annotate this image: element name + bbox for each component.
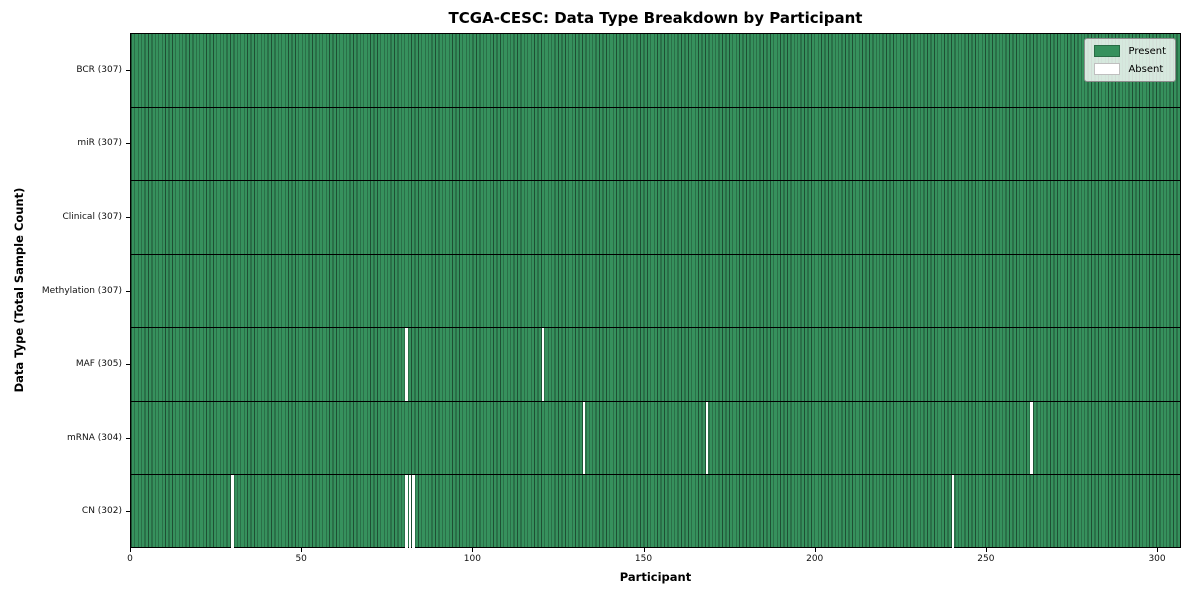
legend-swatch-icon xyxy=(1094,63,1121,75)
x-tick-label: 200 xyxy=(806,554,824,564)
y-tick-mark xyxy=(126,511,130,513)
legend-label: Absent xyxy=(1128,63,1164,75)
x-tick-mark xyxy=(130,548,131,552)
x-tick-label: 50 xyxy=(295,554,307,564)
y-tick-mark xyxy=(126,69,130,71)
absent-cell xyxy=(405,328,408,401)
y-tick-label-MAF: MAF (305) xyxy=(75,359,122,370)
heatmap-row-Methylation xyxy=(131,255,1180,329)
y-tick-mark xyxy=(126,364,130,366)
chart-title: TCGA-CESC: Data Type Breakdown by Partic… xyxy=(448,9,863,27)
x-tick-mark xyxy=(472,548,474,552)
x-tick-mark xyxy=(814,548,816,552)
legend-label: Present xyxy=(1128,45,1166,57)
legend: Present Absent xyxy=(1084,38,1176,82)
heatmap-row-MAF xyxy=(131,328,1180,402)
absent-cell xyxy=(411,475,415,549)
heatmap-row-BCR xyxy=(131,34,1180,108)
absent-cell xyxy=(951,475,955,549)
y-tick-mark xyxy=(126,143,130,145)
x-axis-label: Participant xyxy=(619,570,692,584)
x-tick-mark xyxy=(643,548,645,552)
x-tick-label: 250 xyxy=(977,554,995,564)
y-tick-label-Methylation: Methylation (307) xyxy=(41,285,122,296)
legend-item-absent: Absent xyxy=(1094,63,1166,75)
x-tick-label: 0 xyxy=(127,554,133,564)
y-tick-label-CN: CN (302) xyxy=(81,506,122,517)
heatmap-row-miR xyxy=(131,108,1180,182)
absent-cell xyxy=(230,475,234,549)
x-tick-label: 300 xyxy=(1148,554,1166,564)
y-tick-mark xyxy=(126,437,130,439)
absent-cell xyxy=(405,475,408,549)
y-tick-mark xyxy=(126,290,130,292)
absent-cell xyxy=(408,475,412,549)
heatmap-row-Clinical xyxy=(131,181,1180,255)
absent-cell xyxy=(1030,401,1034,475)
y-tick-label-miR: miR (307) xyxy=(77,138,122,149)
legend-swatch-icon xyxy=(1094,45,1121,57)
x-tick-label: 100 xyxy=(463,554,481,564)
legend-item-present: Present xyxy=(1094,45,1166,57)
y-tick-label-Clinical: Clinical (307) xyxy=(62,211,122,222)
heatmap-plot-area: Present Absent xyxy=(130,33,1181,549)
heatmap-row-mRNA xyxy=(131,401,1180,476)
y-tick-label-mRNA: mRNA (304) xyxy=(67,432,122,443)
x-tick-mark xyxy=(1157,548,1159,552)
absent-cell xyxy=(705,401,709,475)
absent-cell xyxy=(582,401,586,475)
x-tick-label: 150 xyxy=(634,554,653,564)
y-tick-label-BCR: BCR (307) xyxy=(76,64,122,75)
x-tick-mark xyxy=(301,548,303,552)
y-tick-mark xyxy=(126,216,130,218)
heatmap-row-CN xyxy=(131,475,1180,549)
x-tick-mark xyxy=(985,548,987,552)
absent-cell xyxy=(541,328,545,401)
